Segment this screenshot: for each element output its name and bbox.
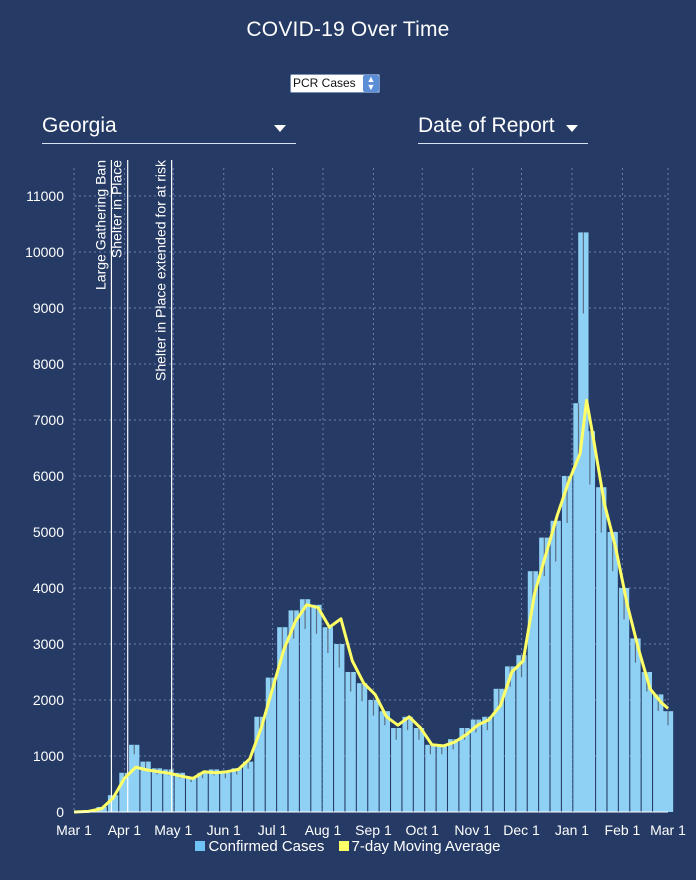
x-tick-label: Jan 1	[555, 822, 589, 838]
state-dropdown-label: Georgia	[42, 114, 117, 137]
state-dropdown[interactable]: Georgia	[42, 110, 296, 144]
y-tick-label: 5000	[33, 524, 64, 540]
case-bar	[299, 599, 311, 812]
case-bar	[630, 638, 641, 812]
case-bar	[242, 761, 254, 812]
case-bar	[482, 716, 493, 812]
date-type-dropdown-label: Date of Report	[418, 114, 555, 137]
y-tick-label: 9000	[33, 300, 64, 316]
x-tick-label: Apr 1	[108, 822, 142, 838]
chart-legend: Confirmed Cases 7-day Moving Average	[0, 838, 696, 855]
case-bar	[379, 711, 390, 812]
case-bar	[470, 719, 482, 812]
case-bar	[334, 644, 345, 812]
case-bar	[391, 728, 402, 812]
y-tick-label: 10000	[25, 244, 64, 260]
y-tick-label: 8000	[33, 356, 64, 372]
case-bar	[119, 772, 130, 812]
case-bar	[322, 627, 334, 812]
case-bar	[265, 677, 277, 812]
case-bar	[174, 772, 185, 812]
case-bar	[459, 728, 470, 812]
y-tick-label: 1000	[33, 748, 64, 764]
case-bar	[561, 476, 573, 812]
case-bar	[493, 688, 504, 812]
x-tick-label: Mar 1	[56, 822, 92, 838]
legend-swatch-average	[338, 841, 349, 851]
case-bar	[527, 571, 539, 812]
metric-select[interactable]: PCR Cases ▲ ▼	[290, 74, 380, 93]
x-tick-label: Feb 1	[605, 822, 641, 838]
case-bar	[288, 610, 299, 812]
event-label: Shelter in Place extended for at risk	[153, 159, 169, 381]
y-tick-label: 0	[56, 804, 64, 820]
date-type-dropdown[interactable]: Date of Report	[418, 110, 588, 144]
case-bar	[140, 761, 151, 812]
legend-label-average: 7-day Moving Average	[351, 838, 501, 855]
case-bar	[254, 716, 265, 812]
case-bar	[662, 711, 674, 812]
select-arrows-icon[interactable]: ▲ ▼	[363, 75, 379, 92]
y-tick-label: 7000	[33, 412, 64, 428]
case-bar	[550, 520, 561, 812]
case-bar	[345, 672, 356, 812]
x-tick-label: Sep 1	[355, 822, 392, 838]
case-bar	[208, 769, 220, 812]
case-bar	[356, 683, 368, 812]
x-tick-label: Dec 1	[503, 822, 540, 838]
x-tick-label: Jul 1	[258, 822, 288, 838]
y-tick-label: 2000	[33, 692, 64, 708]
case-bar	[539, 537, 550, 812]
y-tick-label: 11000	[26, 188, 64, 204]
case-bar	[641, 672, 652, 812]
page-title: COVID-19 Over Time	[246, 18, 450, 41]
y-tick-label: 3000	[33, 636, 64, 652]
case-bar	[277, 627, 288, 812]
case-bar	[220, 772, 231, 812]
case-bar	[436, 744, 447, 812]
caret-down-icon[interactable]	[566, 125, 578, 132]
case-bar	[578, 232, 589, 812]
case-bar	[402, 716, 413, 812]
legend-label-cases: Confirmed Cases	[208, 838, 325, 855]
moving-average-line	[73, 398, 669, 814]
case-bar	[151, 768, 163, 812]
legend-item-average[interactable]: 7-day Moving Average	[338, 838, 501, 855]
x-tick-label: Nov 1	[454, 822, 491, 838]
x-tick-label: Jun 1	[207, 822, 241, 838]
case-bar	[653, 694, 664, 812]
case-bar	[163, 769, 174, 812]
event-label: Large Gathering Ban	[92, 160, 108, 290]
case-bar	[129, 744, 140, 812]
x-tick-label: Mar 1	[650, 822, 686, 838]
x-tick-label: Aug 1	[305, 822, 342, 838]
case-bar	[197, 772, 208, 812]
y-tick-label: 4000	[33, 580, 64, 596]
case-bar	[584, 431, 596, 812]
case-bar	[596, 487, 607, 812]
covid-chart: 0 1000 2000 3000 4000 5000 6000 7000 8000 9000 100…	[25, 159, 686, 838]
legend-item-cases[interactable]: Confirmed Cases	[195, 838, 324, 855]
event-label: Shelter in Place	[109, 160, 125, 258]
x-tick-label: May 1	[154, 822, 192, 838]
case-bar	[607, 532, 618, 812]
caret-down-icon[interactable]	[274, 125, 286, 132]
case-bar	[618, 588, 630, 812]
metric-select-label: PCR Cases	[293, 76, 356, 90]
case-bar	[368, 700, 379, 812]
case-bar	[425, 744, 436, 812]
case-bar	[516, 655, 527, 812]
case-bar	[448, 739, 459, 812]
y-tick-label: 6000	[33, 468, 64, 484]
x-tick-label: Oct 1	[406, 822, 440, 838]
case-bar	[107, 795, 119, 812]
legend-swatch-cases	[195, 841, 206, 851]
case-bar	[413, 728, 425, 812]
case-bar	[311, 604, 322, 812]
case-bar	[231, 768, 242, 812]
case-bar	[186, 777, 197, 812]
case-bar	[504, 666, 516, 812]
